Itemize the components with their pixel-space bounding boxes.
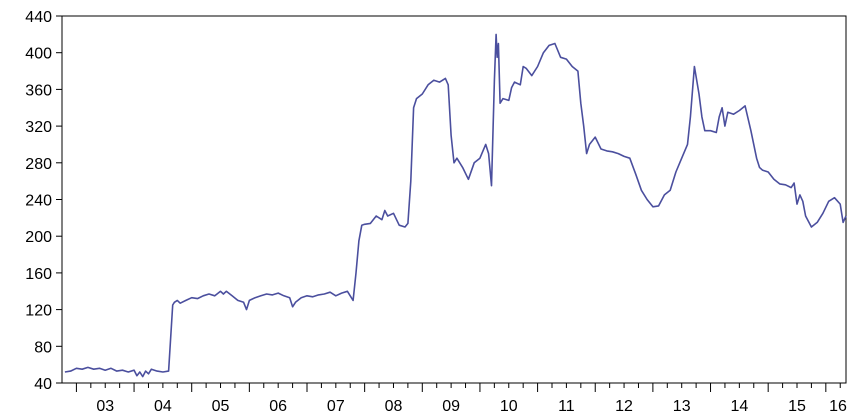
x-tick-label: 08 [385,398,403,415]
x-tick-label: 06 [269,398,287,415]
x-tick-label: 03 [96,398,114,415]
x-tick-label: 12 [615,398,633,415]
y-tick-label: 440 [25,9,52,26]
x-tick-label: 05 [212,398,230,415]
y-tick-label: 40 [34,376,52,393]
y-tick-label: 280 [25,156,52,173]
x-tick-label: 13 [673,398,691,415]
y-axis-ticks [56,15,62,384]
y-tick-label: 320 [25,119,52,136]
plot-area-border [61,15,847,384]
series-group [64,33,847,378]
x-tick-label: 10 [500,398,518,415]
y-tick-label: 200 [25,229,52,246]
x-tick-label: 11 [558,398,575,415]
x-tick-label: 07 [327,398,345,415]
y-tick-label: 120 [25,303,52,320]
y-tick-label: 80 [34,339,52,356]
x-tick-label: 15 [788,398,806,415]
x-tick-label: 16 [829,398,847,415]
y-tick-label: 400 [25,46,52,63]
plot-frame [61,15,847,384]
y-tick-label: 360 [25,82,52,99]
x-axis-tick-labels: 03 04 05 06 07 08 09 10 11 12 13 14 15 16 [96,398,847,415]
y-axis-tick-labels: 40 80 120 160 200 240 280 320 360 400 440 [25,9,52,393]
x-tick-label: 14 [730,398,748,415]
x-axis-ticks [75,383,841,392]
x-tick-label: 09 [442,398,460,415]
series-line [64,33,847,378]
y-tick-label: 160 [25,266,52,283]
x-tick-label: 04 [154,398,172,415]
y-tick-label: 240 [25,193,52,210]
